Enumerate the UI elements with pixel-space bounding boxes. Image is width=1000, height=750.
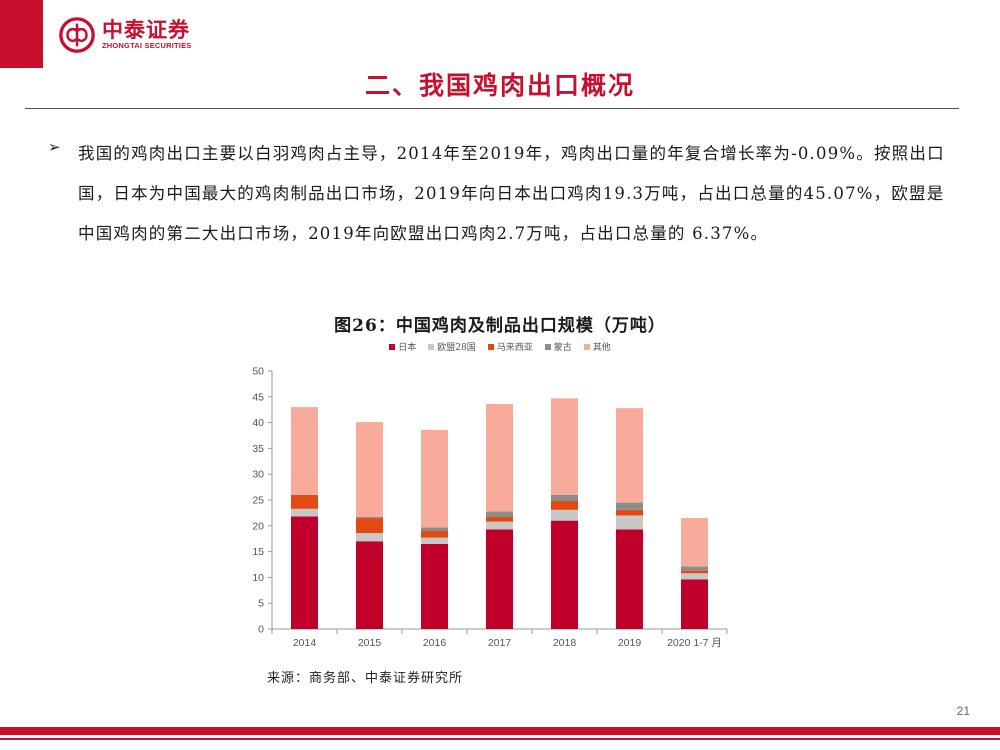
- y-tick-label: 25: [252, 495, 264, 507]
- bar-segment: [551, 501, 578, 510]
- bar-segment: [421, 543, 448, 629]
- bar-segment: [681, 566, 708, 571]
- bar-segment: [681, 570, 708, 574]
- header-accent-bar: [0, 0, 43, 68]
- y-tick-label: 15: [252, 546, 264, 558]
- bar-segment: [551, 509, 578, 521]
- bar-segment: [356, 422, 383, 518]
- legend-label: 欧盟28国: [437, 343, 476, 353]
- x-tick-label: 2017: [488, 637, 512, 649]
- bar-segment: [486, 404, 513, 512]
- logo-english-name: ZHONGTAI SECURITIES: [102, 41, 192, 50]
- y-tick-label: 10: [252, 572, 264, 584]
- legend-item: 蒙古: [544, 340, 572, 353]
- y-tick-label: 20: [252, 520, 264, 532]
- bar-segment: [616, 515, 643, 530]
- bar-segment: [421, 537, 448, 544]
- logo-mark-icon: [59, 17, 95, 53]
- bar-segment: [421, 527, 448, 531]
- bar-segment: [291, 407, 318, 495]
- legend-item: 马来西亚: [487, 340, 533, 353]
- y-tick-label: 0: [258, 624, 264, 636]
- bar-segment: [356, 541, 383, 629]
- bar-segment: [421, 530, 448, 538]
- page-number: 21: [956, 704, 970, 718]
- y-tick-label: 45: [252, 391, 264, 403]
- bar-segment: [551, 494, 578, 502]
- logo-chinese-name: 中泰证券: [102, 18, 190, 42]
- legend-label: 马来西亚: [496, 343, 533, 353]
- x-tick-label: 2014: [293, 637, 317, 649]
- legend-label: 其他: [592, 343, 611, 353]
- bar-segment: [486, 521, 513, 530]
- x-tick-label: 2018: [553, 637, 577, 649]
- summary-paragraph: 我国的鸡肉出口主要以白羽鸡肉占主导，2014年至2019年，鸡肉出口量的年复合增…: [78, 144, 945, 243]
- y-tick-label: 50: [252, 366, 264, 378]
- y-tick-label: 35: [252, 443, 264, 455]
- legend-item: 欧盟28国: [428, 340, 476, 353]
- title-divider: [25, 108, 959, 109]
- bar-segment: [486, 529, 513, 629]
- legend-item: 日本: [389, 340, 416, 353]
- bar-segment: [616, 502, 643, 510]
- bar-segment: [356, 517, 383, 519]
- bar-segment: [681, 518, 708, 567]
- legend-swatch: [544, 343, 551, 350]
- legend-swatch: [389, 343, 396, 350]
- bar-segment: [486, 517, 513, 522]
- chart-legend: 日本 欧盟28国 马来西亚 蒙古 其他: [0, 340, 1000, 353]
- bar-segment: [616, 509, 643, 516]
- bar-segment: [551, 398, 578, 495]
- bar-segment: [291, 516, 318, 629]
- logo: 中泰证券 ZHONGTAI SECURITIES: [58, 16, 192, 54]
- chart-title: 图26：中国鸡肉及制品出口规模（万吨）: [334, 316, 666, 336]
- bar-segment: [291, 508, 318, 517]
- legend-swatch: [583, 343, 590, 350]
- bar-segment: [681, 579, 708, 629]
- source-note: 来源：商务部、中泰证券研究所: [267, 671, 464, 686]
- x-tick-label: 2020 1-7 月: [667, 637, 722, 649]
- footer-bar: [0, 727, 1000, 735]
- legend-label: 日本: [398, 343, 417, 353]
- legend-item: 其他: [583, 340, 611, 353]
- bar-segment: [356, 533, 383, 542]
- bullet-arrow-icon: ➢: [48, 138, 61, 156]
- legend-label: 蒙古: [553, 343, 572, 353]
- legend-swatch: [428, 343, 435, 350]
- page-title: 二、我国鸡肉出口概况: [364, 71, 635, 100]
- x-tick-label: 2019: [618, 637, 642, 649]
- x-tick-label: 2015: [358, 637, 382, 649]
- bar-segment: [486, 511, 513, 518]
- bar-segment: [616, 529, 643, 629]
- bar-segment: [421, 429, 448, 528]
- y-tick-label: 40: [252, 417, 264, 429]
- x-tick-label: 2016: [423, 637, 447, 649]
- legend-swatch: [487, 343, 494, 350]
- bar-segment: [616, 408, 643, 503]
- bar-segment: [551, 520, 578, 629]
- bar-segment: [291, 494, 318, 509]
- footer-thin-line: [0, 738, 1000, 740]
- bar-segment: [356, 518, 383, 534]
- y-tick-label: 5: [258, 598, 264, 610]
- y-tick-label: 30: [252, 469, 264, 481]
- bar-segment: [681, 573, 708, 580]
